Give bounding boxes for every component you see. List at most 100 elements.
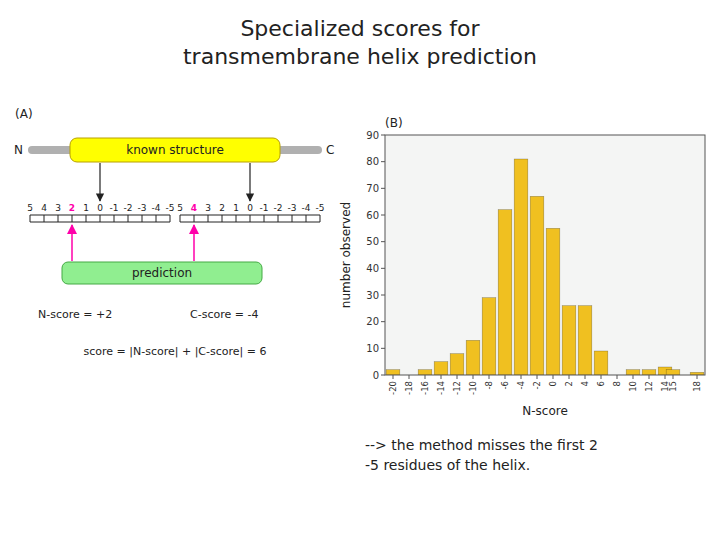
plot-frame xyxy=(385,135,705,375)
ruler-label: -5 xyxy=(166,203,175,213)
bar xyxy=(466,340,480,375)
ruler-label: 1 xyxy=(83,203,89,213)
x-tick xyxy=(521,375,522,379)
ruler-label: -3 xyxy=(288,203,297,213)
x-tick-label: -16 xyxy=(420,381,430,395)
x-tick xyxy=(393,375,394,379)
x-tick xyxy=(601,375,602,379)
terminus-label: N xyxy=(14,143,23,157)
y-tick xyxy=(381,375,385,376)
ruler: 543210-1-2-3-4-5 xyxy=(27,203,174,222)
y-tick-label: 0 xyxy=(373,370,379,381)
bar xyxy=(530,196,544,375)
bar xyxy=(434,362,448,375)
ruler-tick xyxy=(128,215,129,222)
ruler-label: -4 xyxy=(302,203,311,213)
x-tick-label: 8 xyxy=(612,381,622,386)
bars xyxy=(386,159,704,375)
y-tick-label: 50 xyxy=(366,236,379,247)
x-tick-label: 18 xyxy=(692,381,702,392)
bar xyxy=(498,210,512,375)
title-line: transmembrane helix prediction xyxy=(183,44,537,69)
x-tick-label: 10 xyxy=(628,381,638,392)
x-tick xyxy=(537,375,538,379)
x-tick xyxy=(553,375,554,379)
y-tick xyxy=(381,321,385,322)
x-tick xyxy=(425,375,426,379)
x-tick-label: -6 xyxy=(500,381,510,389)
ruler-tick xyxy=(236,215,237,222)
x-tick-label: 2 xyxy=(564,381,574,386)
bar xyxy=(626,370,640,375)
x-tick xyxy=(673,375,674,379)
x-tick-label: 6 xyxy=(596,381,606,386)
ruler-label: 5 xyxy=(27,203,33,213)
x-tick-label: -8 xyxy=(484,381,494,389)
structure-arrow xyxy=(99,163,100,201)
ruler-tick xyxy=(156,215,157,222)
score-label: C-score = -4 xyxy=(190,308,258,321)
ruler-label: 2 xyxy=(69,203,75,213)
bar xyxy=(642,370,656,375)
annotation: --> the method misses the first 2-5 resi… xyxy=(365,437,598,473)
ruler-tick xyxy=(222,215,223,222)
x-tick xyxy=(409,375,410,379)
x-tick xyxy=(649,375,650,379)
x-tick-label: -14 xyxy=(436,381,446,395)
y-tick-label: 40 xyxy=(366,263,379,274)
x-tick xyxy=(617,375,618,379)
bar xyxy=(562,306,576,375)
ruler-label: 4 xyxy=(191,203,197,213)
chart: Specialized scores fortransmembrane heli… xyxy=(0,0,720,540)
bar xyxy=(666,370,680,375)
x-tick xyxy=(585,375,586,379)
score-formula: score = |N-score| + |C-score| = 6 xyxy=(84,345,267,358)
title: Specialized scores fortransmembrane heli… xyxy=(183,16,537,69)
x-tick xyxy=(441,375,442,379)
ruler-tick xyxy=(142,215,143,222)
x-tick-label: -10 xyxy=(468,381,478,395)
score-arrow xyxy=(193,225,195,261)
ruler-tick xyxy=(86,215,87,222)
x-tick xyxy=(489,375,490,379)
ruler-label: -1 xyxy=(260,203,269,213)
ruler-label: 0 xyxy=(247,203,253,213)
x-tick-label: -4 xyxy=(516,381,526,389)
plot-background xyxy=(385,135,705,375)
ruler-tick xyxy=(44,215,45,222)
ruler: 543210-1-2-3-4-5 xyxy=(177,203,324,222)
ruler-label: -4 xyxy=(152,203,161,213)
ruler-label: 3 xyxy=(205,203,211,213)
ruler-label: -3 xyxy=(138,203,147,213)
panel-label: (A) xyxy=(15,107,33,121)
ruler-label: -2 xyxy=(124,203,133,213)
x-tick-label: 4 xyxy=(580,381,590,386)
x-tick xyxy=(665,375,666,379)
prediction-box xyxy=(62,262,262,284)
panel-label: (B) xyxy=(385,116,403,130)
y-tick xyxy=(381,135,385,136)
y-tick-label: 70 xyxy=(366,183,379,194)
x-tick xyxy=(633,375,634,379)
ruler-tick xyxy=(180,215,181,222)
y-tick xyxy=(381,295,385,296)
ruler-tick xyxy=(58,215,59,222)
x-tick-label: -2 xyxy=(532,381,542,389)
x-tick xyxy=(473,375,474,379)
score-label: N-score = +2 xyxy=(38,308,112,321)
ruler-tick xyxy=(320,215,321,222)
ruler-label: 0 xyxy=(97,203,103,213)
bar xyxy=(482,298,496,375)
x-tick xyxy=(697,375,698,379)
ruler-label: 3 xyxy=(55,203,61,213)
x-tick-label: 15 xyxy=(668,381,678,392)
annotation-line: --> the method misses the first 2 xyxy=(365,437,598,453)
box-label: prediction xyxy=(132,266,192,280)
ruler-label: 5 xyxy=(177,203,183,213)
bar xyxy=(594,351,608,375)
ruler-label: 4 xyxy=(41,203,47,213)
x-tick-label: -20 xyxy=(388,381,398,395)
x-axis-label: N-score xyxy=(522,404,568,418)
y-tick-label: 10 xyxy=(366,343,379,354)
known-structure-box xyxy=(70,138,280,162)
